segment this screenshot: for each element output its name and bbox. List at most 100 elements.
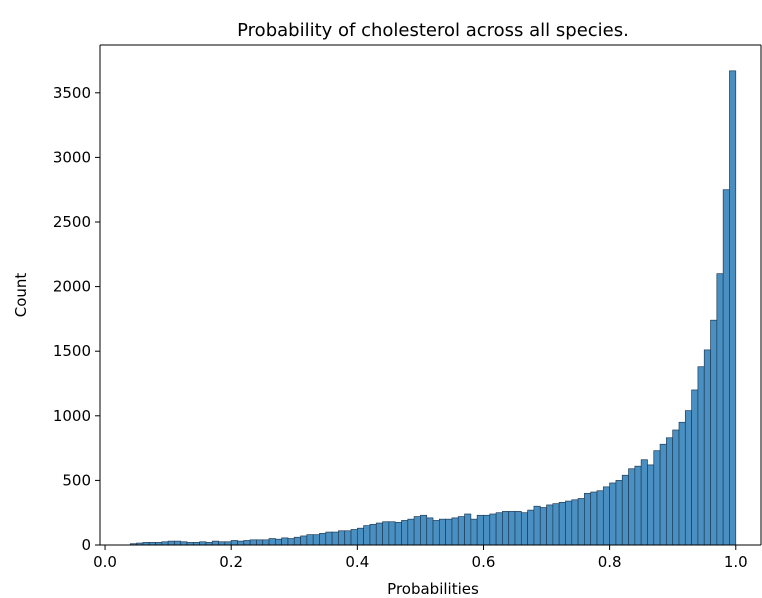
bar — [697, 366, 705, 546]
y-tick-label: 2000 — [53, 278, 91, 296]
bar — [445, 518, 453, 546]
bar — [584, 492, 592, 546]
bar — [558, 502, 566, 546]
bar — [306, 534, 314, 546]
bar — [338, 530, 346, 546]
x-axis-label: Probabilities — [387, 580, 479, 598]
bar — [300, 535, 308, 546]
bar — [281, 537, 289, 546]
bar — [502, 511, 510, 546]
bar — [293, 536, 301, 546]
x-tick-label: 1.0 — [724, 553, 748, 571]
bar — [691, 389, 699, 546]
bar — [211, 540, 219, 546]
bar — [621, 474, 629, 546]
bar — [527, 509, 535, 546]
bar — [388, 521, 396, 546]
bar — [319, 533, 327, 546]
bar — [363, 525, 371, 546]
bar — [577, 498, 585, 546]
bar — [174, 540, 182, 546]
bar — [432, 520, 440, 546]
bar — [666, 437, 674, 546]
bar — [571, 499, 579, 546]
bar — [552, 503, 560, 546]
bar — [703, 349, 711, 546]
bar — [464, 513, 472, 546]
bar — [287, 538, 295, 546]
bar — [382, 521, 390, 546]
bar — [514, 511, 522, 546]
bar — [407, 518, 415, 546]
bar — [565, 500, 573, 546]
bar — [615, 480, 623, 546]
bar — [539, 507, 547, 546]
y-axis-label: Count — [12, 273, 30, 318]
bar — [420, 514, 428, 546]
bar — [710, 319, 718, 546]
bar — [274, 538, 282, 546]
bar — [483, 514, 491, 546]
bar — [350, 529, 358, 546]
y-tick-label: 500 — [62, 471, 91, 489]
bar — [470, 518, 478, 546]
bar — [369, 523, 377, 546]
bar — [495, 512, 503, 546]
bar — [508, 511, 516, 546]
bar — [167, 540, 175, 546]
y-tick-label: 1500 — [53, 342, 91, 360]
y-tick-label: 1000 — [53, 407, 91, 425]
bar — [331, 531, 339, 546]
bar — [716, 273, 724, 546]
bar — [640, 459, 648, 546]
bar — [533, 505, 541, 546]
bar — [256, 539, 264, 546]
bar — [426, 517, 434, 546]
bar — [729, 70, 737, 546]
bar — [375, 522, 383, 546]
x-tick-label: 0.2 — [219, 553, 243, 571]
bar — [489, 513, 497, 546]
chart-title: Probability of cholesterol across all sp… — [237, 20, 629, 41]
bar — [678, 421, 686, 546]
bar — [413, 516, 421, 546]
bar — [659, 443, 667, 546]
y-tick-label: 3500 — [53, 84, 91, 102]
y-tick-label: 2500 — [53, 213, 91, 231]
bar — [394, 522, 402, 546]
y-tick-label: 3000 — [53, 148, 91, 166]
bar — [628, 468, 636, 546]
bar — [230, 540, 238, 546]
y-tick-label: 0 — [81, 536, 91, 554]
bar — [609, 482, 617, 546]
bar — [243, 540, 251, 546]
bar — [546, 504, 554, 546]
bar — [356, 527, 364, 546]
bar — [590, 491, 598, 546]
bar — [438, 518, 446, 546]
bar — [457, 516, 465, 546]
bar — [684, 410, 692, 546]
bar — [520, 512, 528, 546]
bar — [647, 464, 655, 546]
x-tick-label: 0.4 — [345, 553, 369, 571]
bar — [312, 534, 320, 546]
x-tick-label: 0.8 — [598, 553, 622, 571]
bar — [249, 539, 257, 546]
bar — [451, 517, 459, 546]
bar — [262, 539, 270, 546]
bar — [722, 189, 730, 546]
x-tick-label: 0.0 — [93, 553, 117, 571]
bar — [401, 520, 409, 546]
bar — [237, 540, 245, 546]
bar — [325, 531, 333, 546]
bar — [268, 538, 276, 546]
bar — [344, 530, 352, 546]
bar — [476, 514, 484, 546]
bar — [653, 450, 661, 546]
x-tick-label: 0.6 — [472, 553, 496, 571]
bar — [634, 465, 642, 546]
bar — [596, 490, 604, 546]
bar — [672, 429, 680, 546]
